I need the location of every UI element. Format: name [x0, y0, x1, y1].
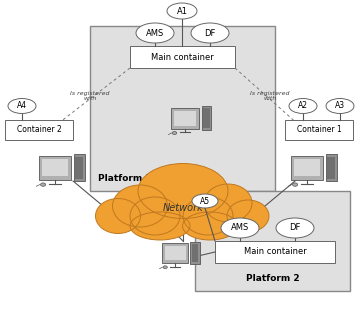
FancyBboxPatch shape	[164, 246, 186, 260]
Ellipse shape	[167, 3, 197, 19]
Text: AMS: AMS	[231, 224, 249, 233]
Text: A4: A4	[17, 101, 27, 110]
Ellipse shape	[227, 200, 269, 232]
Text: A2: A2	[298, 101, 308, 110]
Text: Network: Network	[163, 203, 204, 213]
FancyBboxPatch shape	[75, 156, 83, 179]
FancyBboxPatch shape	[42, 159, 68, 176]
FancyBboxPatch shape	[5, 120, 73, 140]
FancyBboxPatch shape	[171, 108, 199, 128]
Ellipse shape	[182, 212, 238, 240]
FancyBboxPatch shape	[190, 242, 200, 264]
Ellipse shape	[293, 183, 298, 186]
FancyBboxPatch shape	[130, 46, 235, 68]
FancyBboxPatch shape	[39, 156, 71, 179]
Ellipse shape	[221, 218, 259, 238]
FancyBboxPatch shape	[201, 106, 211, 130]
Ellipse shape	[183, 197, 233, 235]
Text: Platform 2: Platform 2	[246, 274, 299, 283]
FancyBboxPatch shape	[174, 110, 196, 126]
Ellipse shape	[138, 164, 228, 219]
Text: DF: DF	[204, 29, 216, 38]
Text: Is registered
with: Is registered with	[250, 91, 290, 101]
Ellipse shape	[191, 23, 229, 43]
FancyBboxPatch shape	[203, 108, 210, 128]
Text: A5: A5	[200, 197, 210, 206]
FancyBboxPatch shape	[162, 244, 188, 263]
Text: Main container: Main container	[151, 53, 214, 62]
Ellipse shape	[136, 23, 174, 43]
Ellipse shape	[204, 184, 252, 222]
Ellipse shape	[326, 99, 354, 114]
FancyBboxPatch shape	[74, 154, 85, 181]
Text: A1: A1	[177, 7, 187, 16]
Text: Platform 1: Platform 1	[98, 174, 152, 183]
FancyBboxPatch shape	[291, 156, 323, 179]
Ellipse shape	[130, 197, 180, 235]
Ellipse shape	[95, 198, 140, 234]
FancyBboxPatch shape	[192, 244, 198, 262]
Ellipse shape	[172, 132, 177, 134]
Ellipse shape	[41, 183, 46, 186]
Ellipse shape	[289, 99, 317, 114]
Ellipse shape	[163, 266, 167, 269]
FancyBboxPatch shape	[327, 156, 335, 179]
Ellipse shape	[8, 99, 36, 114]
FancyBboxPatch shape	[195, 191, 350, 291]
Text: Main container: Main container	[244, 248, 306, 257]
Text: Is registered
with: Is registered with	[70, 91, 110, 101]
Ellipse shape	[130, 212, 190, 240]
FancyBboxPatch shape	[294, 159, 320, 176]
Ellipse shape	[276, 218, 314, 238]
Text: A3: A3	[335, 101, 345, 110]
Text: Container 1: Container 1	[297, 126, 341, 134]
Text: AMS: AMS	[146, 29, 164, 38]
FancyBboxPatch shape	[215, 241, 335, 263]
FancyBboxPatch shape	[326, 154, 337, 181]
FancyBboxPatch shape	[90, 26, 275, 191]
Text: Container 2: Container 2	[17, 126, 61, 134]
Text: DF: DF	[289, 224, 301, 233]
FancyBboxPatch shape	[285, 120, 353, 140]
Ellipse shape	[192, 194, 218, 208]
Ellipse shape	[112, 185, 168, 227]
